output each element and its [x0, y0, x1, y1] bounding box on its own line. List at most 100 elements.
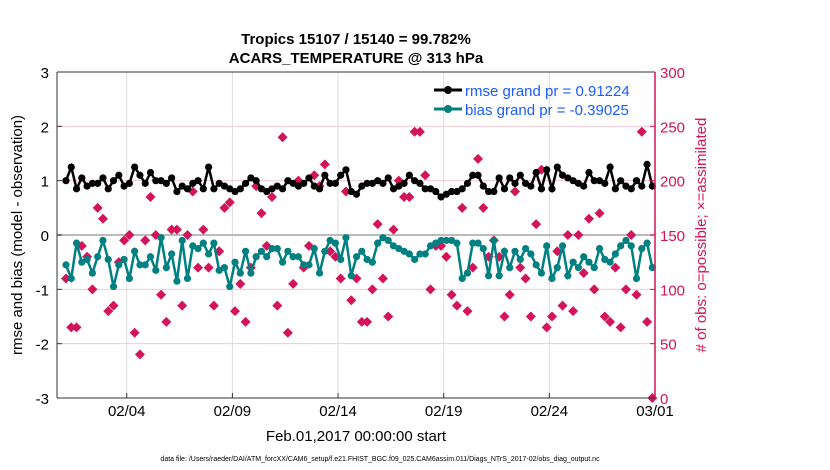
bias-point [622, 236, 630, 245]
bias-point [638, 244, 646, 253]
rmse-point [136, 171, 144, 179]
obs-marker [124, 230, 135, 240]
rmse-point [210, 185, 218, 193]
bias-point [416, 250, 424, 258]
bias-point [611, 250, 619, 258]
obs-marker [636, 126, 647, 137]
rmse-point [448, 187, 456, 196]
legend-rmse-marker [444, 86, 452, 94]
rmse-point [183, 185, 192, 193]
obs-marker [367, 284, 378, 295]
bias-point [189, 242, 197, 250]
rmse-point [315, 185, 324, 193]
bias-point [643, 239, 651, 247]
rmse-point [601, 179, 609, 187]
bias-point [162, 264, 170, 272]
rmse-point [215, 179, 223, 187]
obs-marker [383, 311, 394, 322]
bias-point [125, 274, 133, 283]
rmse-point [104, 185, 112, 193]
rmse-point [611, 185, 619, 193]
obs-marker [594, 208, 605, 219]
obs-marker [119, 235, 130, 246]
obs-marker [631, 289, 642, 300]
bias-point [215, 266, 223, 274]
bias-point [617, 242, 625, 250]
obs-marker [66, 322, 77, 333]
bias-point [210, 239, 218, 247]
obs-marker [557, 300, 568, 311]
rmse-point [120, 182, 128, 190]
obs-marker [362, 316, 373, 327]
obs-marker [335, 273, 346, 284]
obs-marker [562, 230, 573, 240]
obs-marker [414, 126, 425, 137]
bias-point [521, 244, 530, 253]
rmse-point [363, 179, 371, 187]
bias-point [632, 274, 641, 283]
rmse-point [532, 168, 540, 177]
obs-marker [171, 224, 182, 235]
bias-point [157, 234, 165, 242]
rmse-point [178, 182, 186, 190]
obs-marker [441, 251, 452, 262]
bias-point [495, 272, 503, 280]
bias-point [236, 269, 244, 277]
bias-point [120, 255, 128, 264]
y2-tick-label: 200 [660, 174, 685, 191]
bias-point [606, 258, 614, 266]
legend: rmse grand pr = 0.91224 bias grand pr = … [434, 83, 630, 119]
rmse-point [516, 171, 524, 179]
rmse-point [310, 182, 318, 190]
rmse-point [62, 177, 70, 185]
rmse-point [358, 182, 366, 190]
obs-marker [578, 268, 589, 279]
bias-point [527, 250, 535, 258]
rmse-point [632, 177, 641, 185]
obs-marker [145, 191, 156, 202]
bias-point [569, 258, 577, 266]
rmse-point [289, 179, 297, 187]
obs-marker [319, 159, 330, 170]
obs-marker [420, 170, 431, 181]
rmse-point [141, 179, 149, 187]
obs-marker [531, 219, 542, 230]
rmse-point [168, 174, 176, 182]
obs-marker [208, 300, 219, 311]
obs-marker [240, 316, 251, 327]
bias-point [553, 264, 561, 272]
bias-point [67, 274, 75, 283]
rmse-point [484, 187, 493, 196]
obs-marker [499, 311, 510, 322]
bias-point [432, 239, 440, 247]
rmse-point [585, 168, 593, 177]
rmse-point [442, 190, 450, 198]
rmse-point [506, 174, 514, 182]
rmse-point [236, 185, 244, 193]
bias-point [241, 247, 250, 255]
obs-marker [325, 246, 336, 257]
obs-marker [478, 202, 489, 213]
obs-marker [620, 284, 631, 295]
chart-title-line1: Tropics 15107 / 15140 = 99.782% [241, 31, 471, 48]
rmse-point [527, 182, 535, 190]
footer-data-file: data file: /Users/raeder/DAI/ATM_forcXX/… [160, 456, 600, 463]
rmse-point [384, 174, 392, 182]
bias-point [490, 236, 498, 245]
rmse-point [643, 160, 651, 168]
rmse-point [205, 163, 213, 171]
obs-marker [388, 224, 399, 235]
rmse-point [263, 187, 271, 196]
bias-point [421, 250, 429, 258]
rmse-point [490, 187, 498, 196]
bias-point [389, 242, 398, 250]
obs-marker [203, 262, 214, 273]
rmse-point [226, 185, 234, 193]
rmse-point [273, 182, 281, 190]
bias-point [395, 244, 403, 253]
obs-marker [425, 284, 436, 295]
legend-rmse: rmse grand pr = 0.91224 [465, 83, 630, 100]
rmse-point [109, 177, 118, 185]
obs-marker [267, 191, 278, 202]
